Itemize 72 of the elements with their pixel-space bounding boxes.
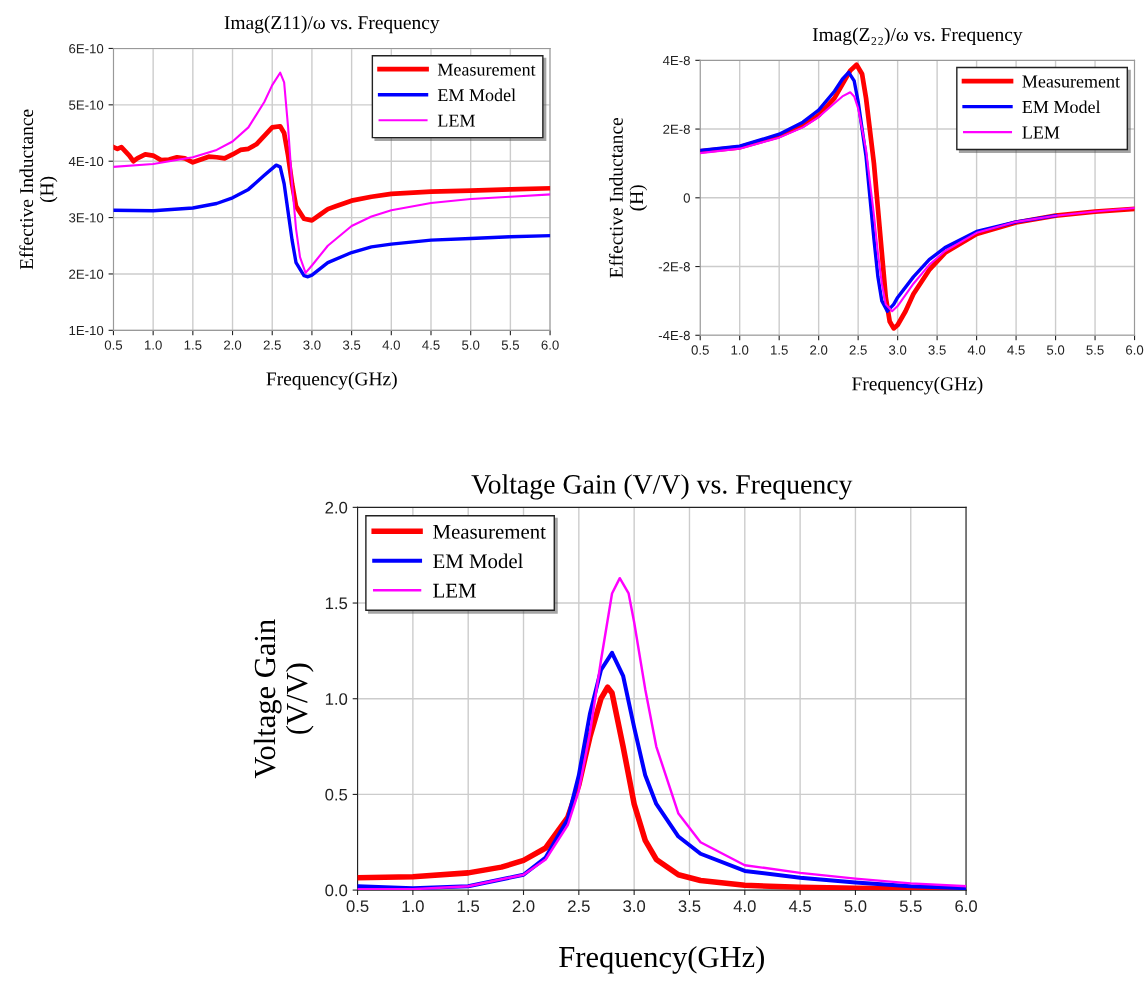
- x-tick-label: 3.0: [888, 345, 907, 355]
- y-tick-label: 2E-10: [69, 269, 104, 279]
- legend-label: LEM: [437, 114, 475, 127]
- y-tick-label: -2E-8: [658, 262, 690, 272]
- x-tick-label: 3.0: [303, 340, 321, 350]
- y-tick-label: 0: [683, 193, 690, 203]
- chart-title: Voltage Gain (V/V) vs. Frequency: [471, 474, 853, 500]
- x-tick-label: 3.5: [678, 900, 701, 913]
- x-tick-label: 3.5: [928, 345, 946, 355]
- x-tick-label: 5.0: [844, 900, 867, 913]
- x-tick-label: 2.5: [849, 345, 867, 355]
- x-tick-label: 1.5: [184, 340, 202, 350]
- x-tick-label: 1.5: [457, 900, 480, 913]
- y-tick-label: 1E-10: [69, 325, 104, 336]
- y-tick-label: 4E-8: [662, 55, 690, 66]
- x-tick-label: 4.0: [967, 345, 986, 355]
- y-tick-label: 5E-10: [69, 100, 104, 110]
- x-tick-label: 2.0: [512, 900, 535, 913]
- y-axis-title: Effective Inductance (H): [608, 117, 648, 278]
- legend-label: EM Model: [1022, 100, 1101, 114]
- x-tick-label: 2.0: [810, 345, 828, 355]
- x-tick-label: 4.5: [422, 340, 440, 350]
- x-tick-label: 1.0: [731, 345, 749, 355]
- y-tick-label: -4E-8: [658, 330, 690, 341]
- x-tick-label: 0.5: [691, 345, 709, 355]
- x-tick-label: 4.5: [1007, 345, 1025, 355]
- x-tick-label: 5.5: [1086, 345, 1104, 355]
- x-tick-label: 1.0: [402, 900, 424, 913]
- y-tick-label: 1.5: [325, 597, 348, 610]
- legend-label: Measurement: [437, 63, 536, 76]
- x-tick-label: 3.5: [342, 340, 361, 350]
- x-axis-title: Frequency(GHz): [266, 371, 397, 390]
- y-tick-label: 4E-10: [68, 156, 104, 167]
- y-tick-label: 6E-10: [69, 44, 104, 54]
- y-tick-label: 2.0: [325, 501, 348, 514]
- x-tick-label: 4.5: [788, 900, 811, 913]
- x-tick-label: 1.0: [144, 340, 162, 350]
- x-tick-label: 2.5: [568, 900, 590, 913]
- legend-label: EM Model: [437, 88, 516, 102]
- legend-label: EM Model: [433, 553, 523, 569]
- line-series: [113, 163, 551, 279]
- y-tick-label: 3E-10: [69, 213, 104, 223]
- y-axis-title: Effective Inductance (H): [19, 109, 58, 270]
- x-tick-label: 6.0: [1126, 345, 1144, 355]
- x-tick-label: 5.5: [501, 340, 520, 350]
- x-tick-label: 5.0: [462, 340, 480, 350]
- line-series: [700, 91, 1135, 313]
- legend-label: Measurement: [433, 524, 546, 539]
- x-axis-title: Frequency(GHz): [852, 376, 983, 395]
- x-tick-label: 0.5: [346, 900, 369, 913]
- x-tick-label: 3.0: [623, 900, 646, 913]
- y-tick-label: 1.0: [325, 693, 348, 705]
- y-axis-title: Voltage Gain (V/V): [253, 619, 314, 779]
- x-tick-label: 4.0: [733, 900, 756, 913]
- x-tick-label: 4.0: [382, 340, 400, 350]
- y-tick-label: 0.5: [325, 788, 348, 801]
- legend-label: Measurement: [1022, 75, 1120, 88]
- legend-label: LEM: [1022, 126, 1060, 139]
- x-tick-label: 5.5: [899, 900, 922, 913]
- legend-label: LEM: [433, 583, 476, 598]
- y-tick-label: 0.0: [325, 884, 348, 897]
- x-tick-label: 1.5: [771, 345, 788, 355]
- x-tick-label: 6.0: [541, 340, 559, 350]
- y-tick-label: 2E-8: [663, 124, 690, 134]
- chart-title: Imag(Z11)/ω vs. Frequency: [224, 15, 440, 34]
- x-tick-label: 2.5: [263, 340, 281, 350]
- x-tick-label: 5.0: [1046, 345, 1065, 355]
- x-axis-title: Frequency(GHz): [559, 945, 764, 974]
- chart-title: Imag(Z₂₂)/ω vs. Frequency: [812, 27, 1023, 46]
- x-tick-label: 0.5: [104, 340, 123, 350]
- x-tick-label: 6.0: [955, 900, 978, 913]
- x-tick-label: 2.0: [224, 340, 242, 350]
